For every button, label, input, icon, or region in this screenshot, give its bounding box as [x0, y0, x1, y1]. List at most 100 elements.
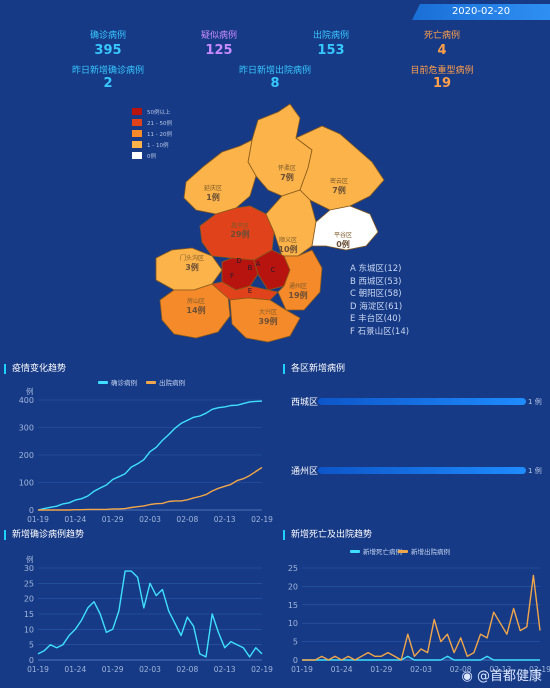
weibo-handle: @首都健康 [476, 669, 542, 684]
legend-swatch [350, 550, 360, 553]
new-confirmed-chart: 0 5 10 15 20 25 30 01-19 01-24 01-29 02-03 02-08 02-… [24, 554, 273, 674]
legend-label: 11 - 20例 [147, 131, 172, 138]
bar-value-number: 1 [528, 467, 533, 475]
district-shape-yanqing[interactable] [183, 139, 257, 215]
district-count: 39例 [258, 316, 277, 326]
district-shape-changping[interactable] [199, 205, 275, 261]
legend-item: 0例 [132, 150, 172, 161]
stat-new-discharged-label: 昨日新增出院病例 [238, 66, 311, 76]
x-tick-label: 01-19 [27, 665, 49, 674]
district-name: 门头沟区 [180, 254, 204, 262]
legend-item: 50例以上 [132, 106, 172, 117]
x-tick-label: 02-03 [139, 515, 161, 524]
stat-new-confirmed-label: 昨日新增确诊病例 [71, 66, 144, 76]
district-name: 通州区 [289, 282, 307, 290]
district-shape-fangshan[interactable] [159, 283, 231, 339]
map-legend: 50例以上 21 - 50例 11 - 20例 1 - 10例 0例 [132, 106, 172, 161]
x-tick-label: 02-03 [410, 665, 432, 674]
trend-chart: 0 100 200 300 400 01-19 01-24 01-29 02-03 02-08 02… [19, 378, 273, 524]
x-tick-label: 02-13 [214, 665, 236, 674]
x-tick-label: 01-24 [64, 515, 86, 524]
district-count: 29例 [230, 229, 249, 239]
district-key: A 东城区(12) B 西城区(53) C 朝阳区(58) D 海淀区(61) … [350, 263, 409, 338]
district-count: 0例 [336, 239, 350, 249]
x-tick-label: 02-19 [529, 665, 550, 674]
district-letter: A [256, 260, 261, 268]
stat-discharged-label: 出院病例 [312, 31, 349, 41]
district-key-item: D 海淀区(61) [350, 301, 403, 312]
district-letter: E [248, 287, 252, 295]
legend-label: 1 - 10例 [147, 142, 169, 149]
x-tick-label: 01-24 [64, 665, 86, 674]
y-tick-label: 0 [29, 656, 34, 665]
district-name: 房山区 [187, 297, 205, 305]
legend-swatch [132, 108, 142, 115]
y-tick-label: 10 [288, 619, 298, 628]
district-shape-daxing[interactable] [229, 297, 301, 343]
bar-value: 1 例 [528, 466, 542, 476]
series-line [38, 466, 263, 511]
district-count: 10例 [278, 244, 297, 254]
new-confirmed-panel-title: 新增确诊病例趋势 [4, 530, 84, 540]
x-tick-label: 01-29 [102, 665, 124, 674]
legend-label: 50例以上 [147, 109, 171, 116]
bar-value: 1 例 [528, 397, 542, 407]
legend-item: 11 - 20例 [132, 128, 172, 139]
y-tick-label: 300 [19, 424, 34, 433]
weibo-watermark: ◉ @首都健康 [462, 665, 543, 684]
stat-deaths-value: 4 [437, 43, 447, 58]
legend-swatch [146, 381, 156, 384]
legend-item: 1 - 10例 [132, 139, 172, 150]
district-count: 7例 [280, 172, 294, 182]
stat-new-confirmed-value: 2 [103, 76, 113, 91]
stat-confirmed-label: 确诊病例 [89, 31, 126, 41]
district-letter: C [271, 266, 276, 274]
stat-critical-value: 19 [432, 76, 452, 91]
district-letter: D [236, 257, 241, 265]
stat-suspected-value: 125 [205, 43, 233, 58]
district-shape-pinggu[interactable] [311, 205, 379, 251]
district-name: 昌平区 [231, 223, 249, 230]
district-shape-miyun[interactable] [295, 125, 385, 211]
x-tick-label: 02-13 [489, 665, 511, 674]
district-key-item: C 朝阳区(58) [350, 289, 402, 299]
district-shape-huairou[interactable] [247, 103, 313, 197]
district-name: 顺义区 [279, 237, 297, 244]
y-tick-label: 20 [24, 595, 34, 604]
x-tick-label: 01-29 [370, 665, 392, 674]
x-tick-label: 01-19 [27, 515, 49, 524]
district-shape-mentougou[interactable] [155, 247, 223, 291]
y-tick-label: 100 [19, 479, 34, 488]
district-name: 平谷区 [334, 231, 352, 239]
series-line [37, 570, 263, 658]
x-tick-label: 02-03 [139, 665, 161, 674]
legend-label: 确诊病例 [111, 378, 137, 387]
district-name: 密云区 [330, 177, 348, 185]
district-count: 14例 [186, 305, 205, 315]
series-line [37, 400, 263, 511]
bar-label: 西城区 [291, 398, 319, 408]
stat-suspected-label: 疑似病例 [200, 31, 237, 41]
y-tick-label: 10 [24, 625, 34, 634]
weibo-icon: ◉ [461, 669, 473, 684]
legend-label: 0例 [147, 153, 156, 160]
x-tick-label: 02-08 [450, 665, 472, 674]
district-name: 怀柔区 [278, 164, 296, 172]
y-tick-label: 25 [288, 564, 298, 573]
district-shape-tongzhou[interactable] [277, 249, 323, 311]
x-tick-label: 02-08 [176, 515, 198, 524]
stat-critical-label: 目前危重型病例 [410, 66, 474, 76]
y-tick-label: 30 [24, 564, 34, 573]
x-tick-label: 01-24 [331, 665, 353, 674]
district-count: 7例 [332, 185, 346, 195]
y-tick-label: 15 [288, 601, 298, 610]
district-count: 19例 [288, 290, 307, 300]
district-letter: F [230, 272, 234, 280]
y-tick-label: 400 [19, 396, 34, 405]
y-tick-label: 5 [29, 641, 34, 650]
stat-deaths-label: 死亡病例 [423, 31, 460, 41]
district-key-item: A 东城区(12) [350, 264, 402, 274]
legend-swatch [398, 550, 408, 553]
death-discharge-chart: 0 5 10 15 20 25 01-19 01-24 01-29 02-03 02-08 02-13… [288, 547, 550, 674]
y-tick-label: 0 [293, 656, 298, 665]
